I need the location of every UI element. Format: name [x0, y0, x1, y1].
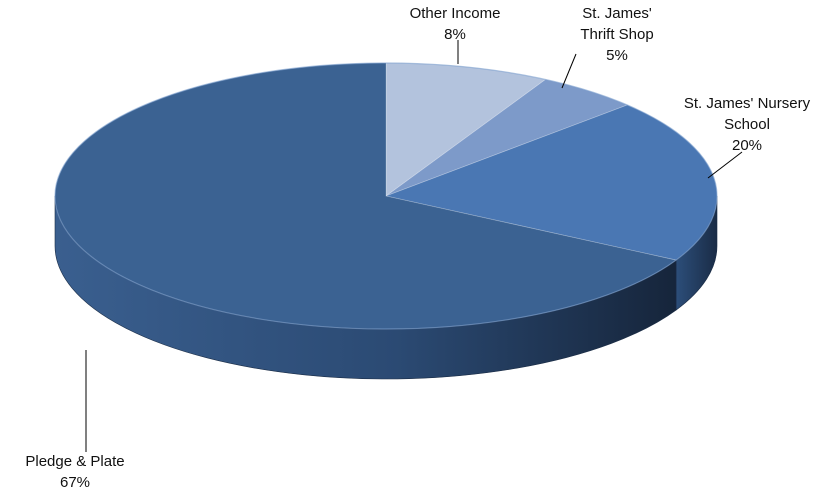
data-label-pledge-plate: Pledge & Plate 67%	[25, 453, 124, 491]
data-label-text: School	[724, 116, 770, 133]
data-labels: Other Income 8%St. James' Thrift Shop 5%St.…	[25, 5, 810, 491]
data-label-text: St. James' Nursery	[684, 95, 811, 112]
data-label-text: Other Income	[410, 5, 501, 22]
data-label-value: 8%	[444, 26, 466, 43]
leader-lines	[85, 40, 743, 452]
pie-rim	[54, 62, 718, 330]
data-label-text: St. James'	[582, 5, 652, 22]
data-label-st-james-nursery-school: St. James' Nursery School 20%	[684, 95, 811, 154]
data-label-value: 67%	[60, 474, 90, 491]
data-label-other-income: Other Income 8%	[410, 5, 501, 43]
data-label-st-james-thrift-shop: St. James' Thrift Shop 5%	[580, 5, 653, 64]
leader-line-st-james-thrift-shop	[561, 53, 577, 89]
data-label-text: Thrift Shop	[580, 26, 653, 43]
pie-top-face	[54, 62, 718, 330]
data-label-text: Pledge & Plate	[25, 453, 124, 470]
data-label-value: 5%	[606, 47, 628, 64]
data-label-value: 20%	[732, 137, 762, 154]
leader-line-st-james-nursery-school	[707, 151, 743, 179]
